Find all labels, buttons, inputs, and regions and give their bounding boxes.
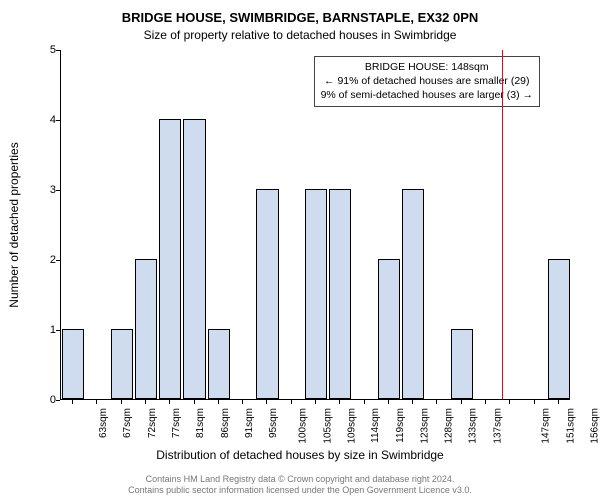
bar (111, 329, 133, 399)
bar (62, 329, 84, 399)
bar (402, 189, 424, 399)
bar (183, 119, 205, 399)
y-tick-label: 1 (40, 324, 56, 336)
y-tick-mark (56, 50, 60, 51)
x-tick-label: 151sqm (565, 408, 576, 444)
x-tick-label: 128sqm (444, 408, 455, 444)
chart-container: BRIDGE HOUSE, SWIMBRIDGE, BARNSTAPLE, EX… (0, 0, 600, 500)
x-tick-label: 137sqm (492, 408, 503, 444)
x-tick-mark (461, 400, 462, 404)
x-tick-mark (291, 400, 292, 404)
x-tick-label: 63sqm (98, 408, 109, 438)
bar (305, 189, 327, 399)
y-tick-mark (56, 260, 60, 261)
x-axis-label: Distribution of detached houses by size … (0, 448, 600, 462)
bar (135, 259, 157, 399)
bar (548, 259, 570, 399)
y-tick-mark (56, 330, 60, 331)
x-tick-label: 95sqm (268, 408, 279, 438)
x-tick-mark (72, 400, 73, 404)
footer-line-1: Contains HM Land Registry data © Crown c… (0, 474, 600, 485)
x-tick-mark (96, 400, 97, 404)
x-tick-label: 133sqm (468, 408, 479, 444)
footer-line-2: Contains public sector information licen… (0, 485, 600, 496)
x-tick-mark (194, 400, 195, 404)
x-tick-mark (412, 400, 413, 404)
annotation-line-2: ← 91% of detached houses are smaller (29… (321, 74, 533, 88)
annotation-box: BRIDGE HOUSE: 148sqm ← 91% of detached h… (314, 56, 540, 107)
x-tick-label: 67sqm (122, 408, 133, 438)
x-tick-mark (436, 400, 437, 404)
x-tick-label: 91sqm (244, 408, 255, 438)
y-tick-mark (56, 120, 60, 121)
x-tick-mark (169, 400, 170, 404)
x-tick-label: 105sqm (322, 408, 333, 444)
annotation-line-3: 9% of semi-detached houses are larger (3… (321, 88, 533, 102)
x-tick-mark (121, 400, 122, 404)
x-tick-mark (388, 400, 389, 404)
y-axis-label: Number of detached properties (7, 142, 21, 307)
y-tick-label: 4 (40, 114, 56, 126)
x-tick-label: 114sqm (370, 408, 381, 443)
chart-title-sub: Size of property relative to detached ho… (0, 28, 600, 42)
y-tick-label: 5 (40, 44, 56, 56)
x-tick-mark (266, 400, 267, 404)
plot-area: BRIDGE HOUSE: 148sqm ← 91% of detached h… (60, 50, 570, 400)
x-tick-label: 123sqm (419, 408, 430, 444)
x-tick-label: 72sqm (147, 408, 158, 438)
y-tick-label: 3 (40, 184, 56, 196)
x-tick-label: 109sqm (347, 408, 358, 444)
y-tick-label: 0 (40, 394, 56, 406)
x-tick-mark (509, 400, 510, 404)
x-tick-label: 100sqm (298, 408, 309, 444)
x-tick-label: 77sqm (171, 408, 182, 438)
x-tick-label: 119sqm (394, 408, 405, 443)
chart-title-main: BRIDGE HOUSE, SWIMBRIDGE, BARNSTAPLE, EX… (0, 10, 600, 25)
y-tick-label: 2 (40, 254, 56, 266)
x-tick-mark (339, 400, 340, 404)
x-tick-mark (485, 400, 486, 404)
bar (451, 329, 473, 399)
annotation-line-1: BRIDGE HOUSE: 148sqm (321, 60, 533, 74)
x-tick-mark (315, 400, 316, 404)
y-tick-mark (56, 190, 60, 191)
x-tick-mark (218, 400, 219, 404)
x-tick-label: 81sqm (195, 408, 206, 438)
x-tick-mark (145, 400, 146, 404)
x-tick-label: 147sqm (541, 408, 552, 444)
x-tick-label: 86sqm (220, 408, 231, 438)
bar (208, 329, 230, 399)
x-tick-mark (364, 400, 365, 404)
reference-line (502, 50, 503, 399)
y-tick-mark (56, 400, 60, 401)
x-tick-mark (534, 400, 535, 404)
footer: Contains HM Land Registry data © Crown c… (0, 474, 600, 497)
x-tick-mark (558, 400, 559, 404)
bar (159, 119, 181, 399)
bar (256, 189, 278, 399)
x-tick-mark (242, 400, 243, 404)
bar (378, 259, 400, 399)
bar (329, 189, 351, 399)
x-tick-label: 156sqm (589, 408, 600, 444)
